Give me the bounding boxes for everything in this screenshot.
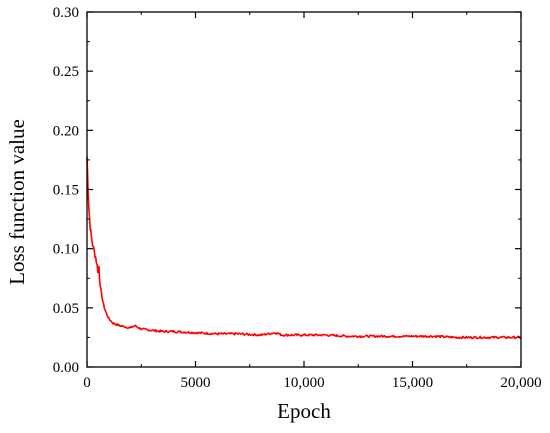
y-tick-label: 0.00 [53, 360, 79, 376]
y-tick-label: 0.30 [53, 5, 79, 21]
x-tick-label: 10,000 [283, 375, 324, 391]
x-tick-label: 15,000 [392, 375, 433, 391]
series-line-0 [86, 156, 522, 340]
axes: 0 5000 10,000 15,000 20,000 0.00 0.05 0.10 0.15 0… [53, 5, 542, 391]
y-tick-label: 0.25 [53, 64, 79, 80]
y-tick-label: 0.15 [53, 183, 79, 199]
plot-area [86, 156, 522, 340]
plot-frame [86, 11, 522, 368]
x-tick-label: 20,000 [500, 375, 541, 391]
x-axis-label: Epoch [277, 399, 331, 423]
y-axis-label: Loss function value [5, 119, 29, 285]
y-tick-label: 0.05 [53, 301, 79, 317]
y-tick-label: 0.10 [53, 242, 79, 258]
x-tick-label: 5000 [181, 375, 211, 391]
x-tick-label: 0 [83, 375, 91, 391]
y-tick-label: 0.20 [53, 123, 79, 139]
